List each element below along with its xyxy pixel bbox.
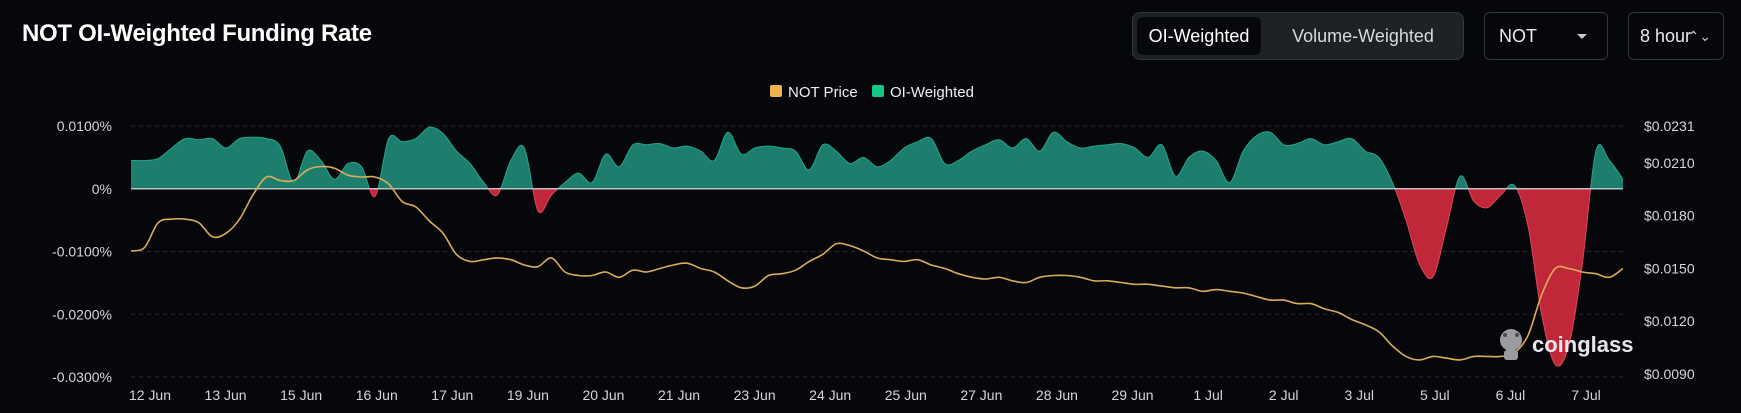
positive-funding-area [131,127,1623,189]
chevron-down-icon [1577,34,1587,39]
x-tick-label: 23 Jun [734,387,776,403]
x-tick-label: 19 Jun [507,387,549,403]
interval-select-value: 8 hour [1640,26,1692,46]
legend-label-price[interactable]: NOT Price [788,84,858,101]
legend-swatch-oi [872,85,884,97]
y-right-tick-label: $0.0150 [1644,260,1695,276]
y-axis-left: 0.0100% 0% -0.0100% -0.0200% -0.0300% [52,118,112,385]
chart-legend: NOT Price OI-Weighted [770,84,974,101]
funding-line-pos [130,126,1624,189]
coinglass-watermark: coinglass [1500,329,1633,360]
legend-label-oi[interactable]: OI-Weighted [890,84,974,101]
coinglass-logo-icon [1500,329,1522,351]
x-tick-label: 6 Jul [1496,387,1526,403]
y-right-tick-label: $0.0120 [1644,313,1695,329]
y-right-tick-label: $0.0231 [1644,118,1695,134]
coin-select-value: NOT [1499,26,1537,46]
x-tick-label: 17 Jun [431,387,473,403]
price-line-group [130,165,1624,361]
x-tick-label: 29 Jun [1112,387,1154,403]
y-axis-right: $0.0231 $0.0210 $0.0180 $0.0150 $0.0120 $0.00… [1644,118,1695,382]
x-tick-label: 1 Jul [1193,387,1223,403]
interval-select[interactable]: 8 hour ⌃⌄ [1628,12,1724,60]
x-tick-label: 2 Jul [1269,387,1299,403]
y-left-tick-label: 0.0100% [57,118,112,134]
y-left-tick-label: -0.0200% [52,306,112,322]
tab-oi-weighted[interactable]: OI-Weighted [1137,17,1261,55]
x-tick-label: 28 Jun [1036,387,1078,403]
x-tick-label: 24 Jun [809,387,851,403]
tab-volume-weighted[interactable]: Volume-Weighted [1292,26,1434,46]
x-tick-label: 12 Jun [129,387,171,403]
y-left-tick-label: -0.0100% [52,244,112,260]
y-right-tick-label: $0.0210 [1644,155,1695,171]
y-left-tick-label: 0% [92,181,112,197]
watermark-text: coinglass [1532,332,1633,357]
x-tick-label: 13 Jun [205,387,247,403]
page-title: NOT OI-Weighted Funding Rate [22,20,372,47]
coin-select[interactable]: NOT [1484,12,1608,60]
x-tick-label: 25 Jun [885,387,927,403]
x-tick-label: 16 Jun [356,387,398,403]
x-tick-label: 20 Jun [582,387,624,403]
y-right-tick-label: $0.0180 [1644,208,1695,224]
y-right-tick-label: $0.0090 [1644,366,1695,382]
x-tick-label: 7 Jul [1571,387,1601,403]
x-tick-label: 3 Jul [1344,387,1374,403]
x-tick-label: 21 Jun [658,387,700,403]
weighting-toggle: OI-Weighted Volume-Weighted [1132,12,1464,60]
sort-updown-icon: ⌃⌄ [1687,28,1711,44]
not-price-line [130,165,1624,361]
x-axis: 12 Jun 13 Jun 15 Jun 16 Jun 17 Jun 19 Jun 20 J… [129,387,1601,403]
legend-swatch-price [770,85,782,97]
x-tick-label: 15 Jun [280,387,322,403]
funding-areas [130,126,1624,367]
x-tick-label: 27 Jun [960,387,1002,403]
x-tick-label: 5 Jul [1420,387,1450,403]
y-left-tick-label: -0.0300% [52,369,112,385]
